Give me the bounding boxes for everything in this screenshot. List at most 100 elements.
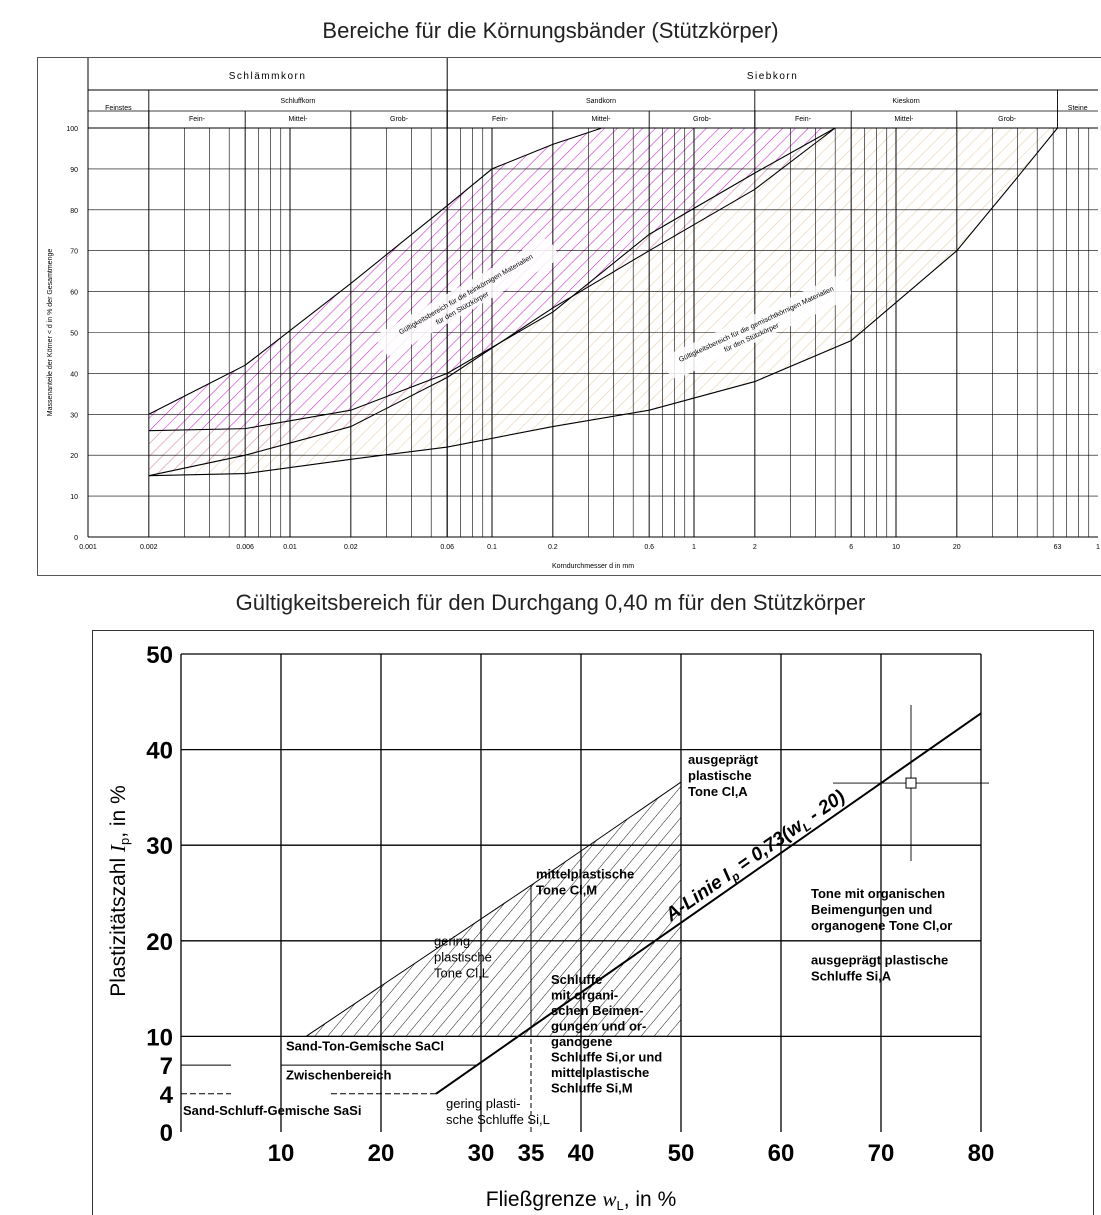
plast-x-axis-title-main: Fließgrenze xyxy=(486,1188,603,1211)
band-2-upper-curve xyxy=(148,127,836,432)
plast-y-axis-title: Plastizitätszahl Ip, in % xyxy=(106,785,132,997)
marker-box xyxy=(905,777,917,789)
grain-x-tick-label: 0.1 xyxy=(487,544,497,551)
grain-x-tick-label: 63 xyxy=(1054,544,1062,551)
label-org-tone: organogene Tone Cl,or xyxy=(811,918,952,933)
header-row1-label: Siebkorn xyxy=(747,71,798,82)
grain-y-tick-label: 80 xyxy=(70,208,78,215)
label-schluffe-org: Schluffe xyxy=(551,972,602,987)
grain-y-tick-label: 30 xyxy=(70,412,78,419)
header-row2-label: Steine xyxy=(1068,105,1088,112)
label-ausgepraegt-schluffe: Schluffe Si,A xyxy=(811,969,892,984)
label-ausgepraegt-tone: ausgeprägt xyxy=(688,752,759,767)
plast-x-axis-title: Fließgrenze wL, in % xyxy=(486,1187,677,1213)
grain-x-tick-label: 6 xyxy=(849,544,853,551)
grain-y-tick-label: 0 xyxy=(74,535,78,542)
label-org-tone: Beimengungen und xyxy=(811,902,932,917)
header-row3-label: Mittel- xyxy=(288,116,308,123)
header-row2-label: Sandkorn xyxy=(586,98,616,105)
label-schluffe-org: ganogene xyxy=(551,1034,612,1049)
header-row3-label: Mittel- xyxy=(894,116,914,123)
plast-x-axis-title-sub: L xyxy=(616,1198,623,1213)
grain-x-axis-title: Korndurchmesser d in mm xyxy=(552,563,634,570)
header-row1-label: Schlämmkorn xyxy=(229,71,307,82)
plast-x-tick-label: 80 xyxy=(968,1140,995,1167)
plast-x-axis-title-symbol: w xyxy=(602,1187,616,1211)
plast-y-tick-label: 20 xyxy=(146,929,173,956)
label-gering-tone: Tone Cl,L xyxy=(434,966,489,981)
label-ausgepraegt-tone: Tone Cl,A xyxy=(688,784,748,799)
plasticity-chart: 0 4 7 10 20 30 40 50 10 20 30 35 40 50 60 70 80 Fließgren… xyxy=(92,630,1094,1215)
header-row3-label: Fein- xyxy=(189,116,206,123)
grain-y-tick-label: 20 xyxy=(70,453,78,460)
plast-y-axis-title-symbol: I xyxy=(106,844,130,853)
plast-y-axis-title-main: Plastizitätszahl xyxy=(107,852,130,997)
grain-x-tick-label: 0.02 xyxy=(344,544,358,551)
plast-y-axis-title-end: , in % xyxy=(107,785,130,838)
plasticity-chart-title: Gültigkeitsbereich für den Durchgang 0,4… xyxy=(235,590,866,615)
plast-y-tick-label: 0 xyxy=(160,1120,173,1147)
grain-y-tick-label: 90 xyxy=(70,167,78,174)
label-mittel-tone: mittelplastische xyxy=(536,867,634,882)
grain-y-tick-label: 40 xyxy=(70,371,78,378)
label-sand-ton: Sand-Ton-Gemische SaCl xyxy=(286,1039,444,1054)
grain-x-tick-label: 1 xyxy=(1096,544,1100,551)
grain-y-tick-label: 70 xyxy=(70,249,78,256)
label-gering-schluffe: sche Schluffe Si,L xyxy=(446,1112,550,1127)
grain-x-tick-label: 0.06 xyxy=(440,544,454,551)
a-line xyxy=(435,712,982,1095)
label-org-tone: Tone mit organischen xyxy=(811,886,945,901)
grain-x-tick-label: 0.2 xyxy=(548,544,558,551)
header-row3-label: Fein- xyxy=(795,116,812,123)
header-row3-label: Grob- xyxy=(693,116,712,123)
plast-x-axis-title-end: , in % xyxy=(624,1188,677,1211)
label-sand-schluff: Sand-Schluff-Gemische SaSi xyxy=(183,1103,361,1118)
plast-y-tick-label: 7 xyxy=(160,1053,173,1080)
label-mittel-tone: Tone Cl,M xyxy=(536,883,597,898)
label-gering-tone: gering xyxy=(434,934,470,949)
plast-y-tick-label: 30 xyxy=(146,833,173,860)
label-zwischen: Zwischenbereich xyxy=(286,1067,392,1082)
plast-x-tick-label: 60 xyxy=(768,1140,795,1167)
grain-size-chart-svg: Schlämmkorn Siebkorn Feinstes Schluffkorn Sa… xyxy=(47,58,1100,570)
plast-x-tick-label: 40 xyxy=(568,1140,595,1167)
header-row3-label: Fein- xyxy=(492,116,509,123)
grain-y-tick-label: 100 xyxy=(66,126,78,133)
header-row3-label: Grob- xyxy=(998,116,1017,123)
band-1-upper-curve xyxy=(148,127,603,415)
label-schluffe-org: mit organi- xyxy=(551,987,618,1002)
label-gering-tone: plastische xyxy=(434,950,492,965)
label-schluffe-org: Schluffe Si,or und xyxy=(551,1049,662,1064)
plast-x-tick-label: 50 xyxy=(668,1140,695,1167)
grain-x-tick-label: 1 xyxy=(692,544,696,551)
grain-y-tick-label: 60 xyxy=(70,290,78,297)
plast-y-tick-label: 50 xyxy=(146,642,173,669)
plast-y-tick-label: 4 xyxy=(160,1082,174,1109)
header-row3-label: Grob- xyxy=(390,116,409,123)
grain-x-tick-label: 2 xyxy=(753,544,757,551)
label-schluffe-org: gungen und or- xyxy=(551,1018,646,1033)
header-row3-label: Mittel- xyxy=(591,116,611,123)
header-row2-label: Kieskorn xyxy=(893,98,920,105)
grain-x-tick-label: 10 xyxy=(892,544,900,551)
label-ausgepraegt-schluffe: ausgeprägt plastische xyxy=(811,953,948,968)
band-2-lower-curve xyxy=(148,127,1058,477)
label-schluffe-org: schen Beimen- xyxy=(551,1003,643,1018)
band-fill-2 xyxy=(148,128,1058,476)
grain-x-tick-label: 20 xyxy=(953,544,961,551)
label-schluffe-org: mittelplastische xyxy=(551,1065,649,1080)
label-ausgepraegt-tone: plastische xyxy=(688,768,752,783)
header-row2-label: Feinstes xyxy=(105,105,132,112)
label-gering-schluffe: gering plasti- xyxy=(446,1096,520,1111)
band-annotation-bg xyxy=(664,275,852,379)
plast-y-tick-label: 40 xyxy=(146,738,173,765)
plast-x-tick-label: 20 xyxy=(368,1140,395,1167)
plast-x-tick-label: 30 xyxy=(468,1140,495,1167)
plast-x-tick-label: 35 xyxy=(518,1140,545,1167)
grain-y-tick-label: 50 xyxy=(70,331,78,338)
plast-x-tick-label: 70 xyxy=(868,1140,895,1167)
grain-size-chart: Schlämmkorn Siebkorn Feinstes Schluffkorn Sa… xyxy=(37,57,1101,576)
region-1 xyxy=(304,884,532,1037)
label-schluffe-org: Schluffe Si,M xyxy=(551,1080,633,1095)
